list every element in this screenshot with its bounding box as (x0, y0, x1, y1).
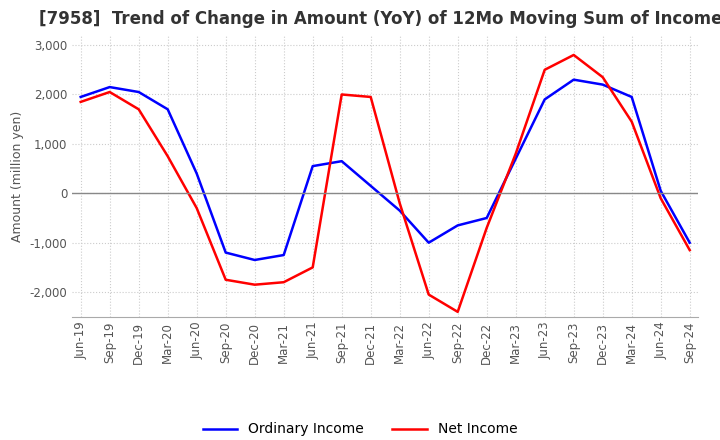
Net Income (424, 292, 433, 297)
Line: Ordinary Income: Ordinary Income (81, 80, 690, 260)
Ordinary Income (221, 250, 230, 255)
Net Income (454, 309, 462, 315)
Ordinary Income (541, 97, 549, 102)
Ordinary Income (192, 171, 201, 176)
Net Income (308, 265, 317, 270)
Y-axis label: Amount (million yen): Amount (million yen) (11, 110, 24, 242)
Ordinary Income (135, 89, 143, 95)
Net Income (366, 94, 375, 99)
Ordinary Income (76, 94, 85, 99)
Net Income (598, 74, 607, 80)
Ordinary Income (570, 77, 578, 82)
Net Income (192, 205, 201, 211)
Net Income (541, 67, 549, 73)
Ordinary Income (366, 183, 375, 188)
Net Income (76, 99, 85, 105)
Ordinary Income (424, 240, 433, 246)
Ordinary Income (598, 82, 607, 87)
Ordinary Income (308, 164, 317, 169)
Net Income (279, 279, 288, 285)
Net Income (135, 106, 143, 112)
Net Income (221, 277, 230, 282)
Net Income (570, 52, 578, 58)
Net Income (105, 89, 114, 95)
Net Income (338, 92, 346, 97)
Ordinary Income (251, 257, 259, 263)
Net Income (685, 247, 694, 253)
Net Income (395, 201, 404, 206)
Ordinary Income (627, 94, 636, 99)
Net Income (657, 196, 665, 201)
Ordinary Income (279, 253, 288, 258)
Ordinary Income (511, 156, 520, 161)
Ordinary Income (395, 208, 404, 213)
Net Income (482, 225, 491, 231)
Ordinary Income (105, 84, 114, 90)
Net Income (627, 119, 636, 124)
Net Income (511, 151, 520, 156)
Ordinary Income (685, 240, 694, 246)
Line: Net Income: Net Income (81, 55, 690, 312)
Legend: Ordinary Income, Net Income: Ordinary Income, Net Income (197, 417, 523, 440)
Ordinary Income (338, 158, 346, 164)
Ordinary Income (454, 223, 462, 228)
Title: [7958]  Trend of Change in Amount (YoY) of 12Mo Moving Sum of Incomes: [7958] Trend of Change in Amount (YoY) o… (38, 10, 720, 28)
Ordinary Income (163, 106, 172, 112)
Net Income (251, 282, 259, 287)
Net Income (163, 154, 172, 159)
Ordinary Income (657, 188, 665, 194)
Ordinary Income (482, 215, 491, 220)
